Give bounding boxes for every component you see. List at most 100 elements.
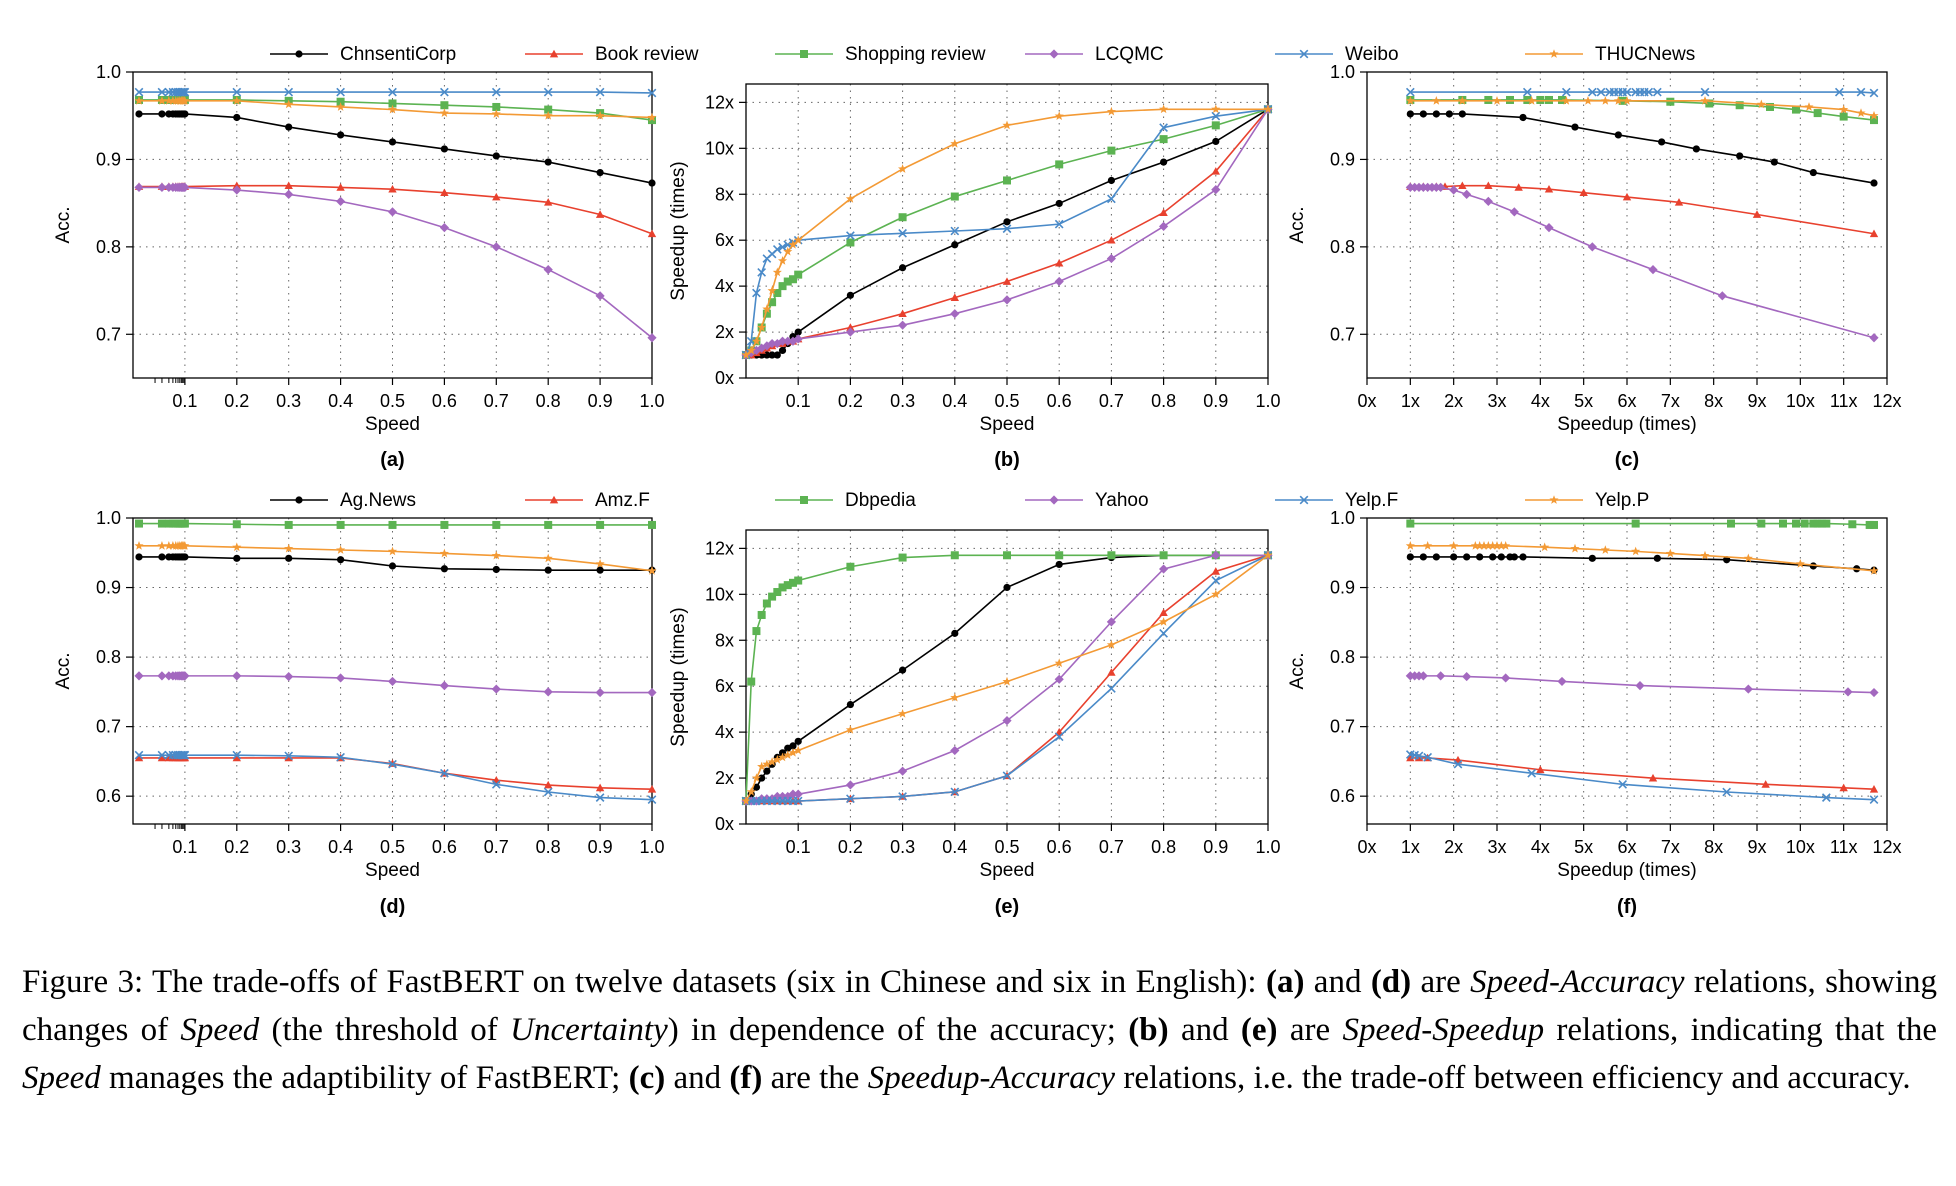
data-point <box>950 787 960 797</box>
data-point <box>1211 576 1221 585</box>
data-point <box>439 223 449 233</box>
caption-text: relations, i.e. the trade-off between ef… <box>1115 1060 1911 1096</box>
legend-label: Ag.News <box>340 490 416 511</box>
y-axis-label: Speedup (times) <box>668 161 689 300</box>
data-point <box>1414 753 1424 762</box>
x-tick-label: 0.3 <box>890 837 915 857</box>
data-point <box>544 158 552 166</box>
data-point <box>1544 223 1554 233</box>
data-point <box>1757 519 1766 528</box>
data-point <box>1106 617 1116 627</box>
data-point <box>777 752 788 762</box>
data-point <box>158 553 166 561</box>
data-point <box>164 519 173 528</box>
caption-text: relations, indicating that the <box>1544 1012 1938 1048</box>
data-point <box>543 264 553 275</box>
data-point <box>1804 102 1814 111</box>
chart-panel-c: 0x 1x 2x 3x 4x 5x 6x 7x 8x 9x 10x 11x 12x 0.7 0.8 0.9 1.… <box>1287 62 1902 471</box>
data-point <box>180 519 189 528</box>
data-point <box>768 298 777 307</box>
data-point <box>1856 108 1866 117</box>
data-point <box>778 346 787 355</box>
legend-label: Weibo <box>1345 44 1399 65</box>
data-point <box>440 101 449 110</box>
data-point <box>1870 116 1878 125</box>
data-point <box>336 183 345 191</box>
x-tick-label: 0.7 <box>484 391 509 411</box>
data-point <box>648 116 656 125</box>
data-point <box>741 796 751 805</box>
data-point <box>1002 716 1012 726</box>
legend-marker <box>800 50 808 58</box>
series-orange <box>134 541 657 575</box>
x-tick-label: 0.1 <box>786 837 811 857</box>
data-point <box>492 152 500 160</box>
data-point <box>1055 258 1064 267</box>
data-point <box>846 291 855 299</box>
data-point <box>1159 104 1169 114</box>
x-tick-label: 0.7 <box>484 837 509 857</box>
data-point <box>1865 520 1874 529</box>
series-line <box>1410 186 1875 339</box>
data-point <box>648 179 656 187</box>
x-tick-label: 1.0 <box>1255 837 1280 857</box>
data-point <box>1536 765 1545 774</box>
x-tick-label: 5x <box>1574 391 1593 411</box>
caption-text: manages the adaptibility of FastBERT; <box>100 1060 629 1096</box>
data-point <box>1003 583 1011 592</box>
data-point <box>1631 519 1640 528</box>
data-point <box>1596 87 1606 97</box>
data-point <box>284 751 294 761</box>
data-point <box>647 795 657 805</box>
data-point <box>178 750 188 760</box>
x-tick-label: 11x <box>1830 837 1858 857</box>
data-point <box>1436 671 1446 681</box>
y-tick-label: 0x <box>715 368 734 388</box>
data-point <box>788 336 798 346</box>
data-point <box>1869 333 1879 343</box>
data-point <box>741 350 751 359</box>
data-point <box>1405 87 1415 97</box>
data-point <box>1450 553 1458 561</box>
data-point <box>778 583 787 592</box>
data-point <box>778 282 787 291</box>
legend-label: Dbpedia <box>845 490 916 511</box>
x-tick-label: 7x <box>1661 391 1680 411</box>
data-point <box>763 767 771 775</box>
data-point <box>899 264 907 272</box>
data-point <box>746 787 756 796</box>
data-point <box>1736 152 1744 160</box>
legend-label: Amz.F <box>595 490 650 511</box>
data-point <box>1869 229 1879 238</box>
data-point <box>284 99 294 109</box>
data-point <box>1869 687 1879 698</box>
x-tick-label: 0.7 <box>1099 837 1124 857</box>
data-point <box>232 520 241 529</box>
data-point <box>1792 105 1800 114</box>
data-point <box>284 543 294 553</box>
chart-panel-b: 0.1 0.2 0.3 0.4 0.5 0.6 0.7 0.8 0.9 1.0 0x 2x 4x 6x 8x… <box>668 83 1281 471</box>
data-point <box>1483 541 1493 550</box>
series-black <box>135 110 656 187</box>
data-point <box>1470 541 1480 550</box>
data-point <box>1002 120 1012 130</box>
legend-label: Yahoo <box>1095 490 1149 511</box>
data-point <box>1809 168 1817 177</box>
data-point <box>157 671 167 681</box>
data-point <box>1869 795 1879 805</box>
data-point <box>1613 96 1623 105</box>
data-point <box>388 520 397 529</box>
data-point <box>1449 541 1459 550</box>
x-tick-label: 4x <box>1531 837 1550 857</box>
series-line <box>139 91 653 94</box>
legend-marker <box>1299 49 1309 59</box>
data-point <box>388 87 397 97</box>
data-point <box>1501 541 1511 550</box>
data-point <box>544 780 553 789</box>
data-point <box>788 789 798 799</box>
data-point <box>1211 167 1220 175</box>
data-point <box>491 242 501 252</box>
x-tick-label: 0.9 <box>588 391 613 411</box>
x-tick-label: 12x <box>1872 391 1901 411</box>
data-point <box>439 548 449 558</box>
